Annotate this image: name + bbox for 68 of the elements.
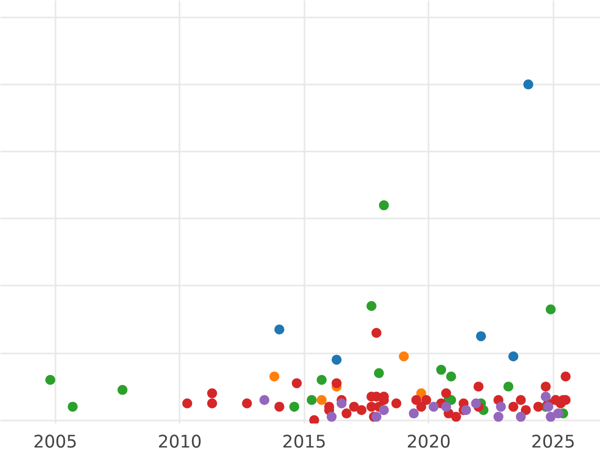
x-tick-label: 2005 — [33, 432, 78, 450]
point — [289, 402, 300, 412]
point — [349, 402, 360, 412]
point — [366, 301, 376, 311]
point — [461, 405, 472, 416]
point — [309, 415, 320, 424]
point — [332, 354, 342, 365]
point — [371, 328, 382, 338]
point — [332, 378, 342, 388]
point — [516, 395, 526, 405]
point — [516, 412, 526, 422]
point — [503, 382, 514, 392]
point — [378, 200, 389, 210]
point — [371, 412, 382, 422]
point — [391, 398, 402, 408]
point — [242, 398, 252, 408]
point — [316, 395, 327, 405]
point — [553, 408, 564, 418]
point — [523, 79, 534, 90]
point — [182, 398, 192, 408]
point — [520, 405, 531, 416]
point — [45, 374, 56, 385]
point — [533, 402, 544, 412]
point — [316, 374, 327, 385]
point — [474, 382, 484, 392]
point — [471, 398, 482, 408]
x-tick-label: 2020 — [406, 432, 451, 450]
point — [508, 351, 518, 362]
point — [493, 412, 504, 422]
x-tick-label: 2025 — [531, 432, 576, 450]
point — [259, 395, 270, 405]
point — [540, 392, 551, 402]
point — [436, 364, 446, 375]
point — [374, 368, 384, 378]
point — [274, 402, 284, 412]
point — [207, 388, 218, 398]
point — [117, 384, 128, 395]
point — [441, 388, 452, 398]
point — [292, 378, 302, 388]
point — [274, 324, 284, 334]
point — [408, 408, 419, 418]
point — [508, 402, 518, 412]
point — [342, 408, 352, 418]
point — [378, 405, 389, 416]
point — [496, 402, 506, 412]
point — [540, 382, 551, 392]
point — [421, 395, 432, 405]
point — [207, 398, 218, 408]
point — [416, 402, 426, 412]
point — [446, 372, 456, 382]
point — [476, 331, 486, 342]
point — [326, 412, 337, 422]
point — [546, 304, 556, 314]
point — [336, 398, 347, 408]
x-tick-label: 2015 — [282, 432, 326, 450]
point — [560, 372, 571, 382]
point — [356, 405, 366, 416]
point — [411, 395, 422, 405]
point — [269, 372, 280, 382]
point — [441, 402, 452, 412]
x-tick-label: 2010 — [158, 432, 202, 450]
point — [543, 402, 554, 412]
point — [428, 402, 439, 412]
point — [451, 412, 462, 422]
point — [546, 412, 556, 422]
point — [398, 351, 409, 362]
point — [68, 402, 78, 412]
point — [306, 395, 317, 405]
